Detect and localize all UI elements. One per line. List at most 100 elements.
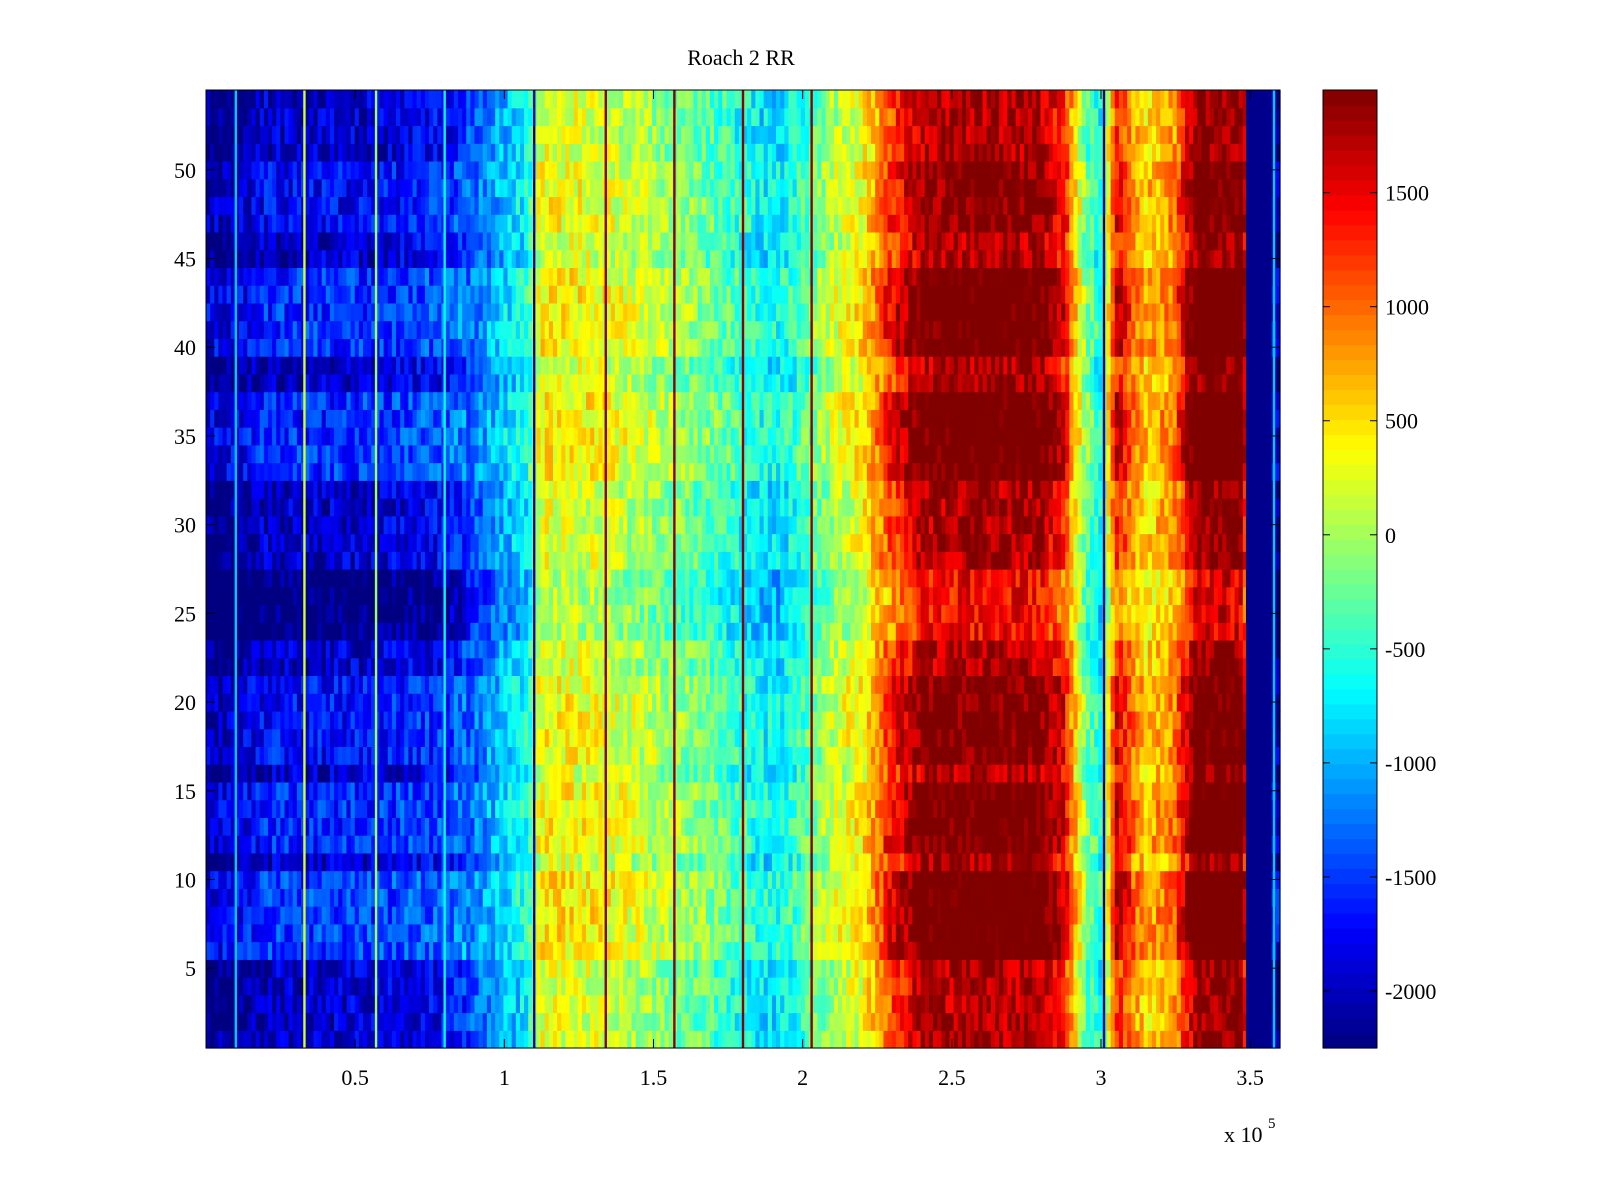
heatmap-cell	[726, 923, 732, 943]
heatmap-cell	[747, 1030, 752, 1049]
heatmap-cell	[259, 1030, 265, 1049]
heatmap-cell	[883, 799, 889, 818]
heatmap-cell	[697, 710, 703, 730]
heatmap-cell	[1164, 817, 1170, 836]
heatmap-cell	[933, 799, 938, 818]
heatmap-cell	[226, 977, 232, 996]
heatmap-cell	[284, 817, 290, 836]
heatmap-cell	[453, 764, 459, 783]
heatmap-cell	[610, 852, 616, 872]
heatmap-cell	[854, 959, 860, 978]
heatmap-cell	[1139, 764, 1145, 783]
heatmap-cell	[1028, 870, 1033, 889]
heatmap-cell	[891, 799, 897, 818]
heatmap-cell	[862, 941, 868, 960]
heatmap-cell	[251, 1030, 257, 1049]
heatmap-cell	[664, 817, 670, 836]
heatmap-cell	[334, 977, 339, 996]
heatmap-cell	[817, 817, 823, 836]
heatmap-cell	[842, 959, 847, 978]
heatmap-cell	[800, 746, 806, 765]
heatmap-cell	[420, 728, 426, 748]
heatmap-cell	[243, 870, 248, 889]
heatmap-cell	[1176, 923, 1182, 943]
heatmap-cell	[457, 835, 463, 854]
heatmap-cell	[1081, 1030, 1087, 1049]
heatmap-cell	[288, 959, 294, 978]
heatmap-cell	[387, 1012, 393, 1031]
heatmap-cell	[1151, 906, 1157, 925]
heatmap-cell	[1147, 941, 1153, 960]
heatmap-cell	[292, 817, 298, 836]
heatmap-cell	[1151, 941, 1157, 960]
heatmap-cell	[1135, 959, 1141, 978]
heatmap-cell	[986, 746, 992, 765]
heatmap-cell	[334, 1012, 339, 1031]
heatmap-cell	[437, 941, 443, 960]
heatmap-cell	[354, 710, 360, 730]
heatmap-cell	[1180, 1030, 1186, 1049]
heatmap-cell	[1213, 923, 1219, 943]
heatmap-cell	[1085, 923, 1091, 943]
heatmap-cell	[309, 852, 314, 872]
heatmap-cell	[1139, 977, 1145, 996]
heatmap-cell	[652, 764, 657, 783]
heatmap-cell	[817, 746, 823, 765]
heatmap-cell	[751, 764, 756, 783]
heatmap-cell	[924, 710, 930, 730]
heatmap-cell	[1007, 710, 1013, 730]
heatmap-cell	[267, 870, 273, 889]
heatmap-cell	[470, 959, 476, 978]
heatmap-cell	[664, 835, 670, 854]
heatmap-cell	[904, 888, 909, 907]
heatmap-cell	[408, 870, 414, 889]
heatmap-cell	[635, 906, 641, 925]
heatmap-cell	[718, 888, 723, 907]
heatmap-cell	[866, 710, 872, 730]
heatmap-cell	[379, 870, 385, 889]
heatmap-cell	[854, 1012, 860, 1031]
heatmap-cell	[1275, 817, 1281, 836]
heatmap-cell	[1048, 923, 1054, 943]
heatmap-cell	[660, 870, 666, 889]
heatmap-cell	[883, 870, 889, 889]
heatmap-cell	[941, 728, 947, 748]
heatmap-cell	[957, 959, 963, 978]
heatmap-cell	[966, 906, 971, 925]
heatmap-cell	[1011, 728, 1017, 748]
heatmap-cell	[1003, 1012, 1008, 1031]
heatmap-cell	[821, 888, 827, 907]
heatmap-cell	[871, 799, 876, 818]
heatmap-cell	[239, 710, 244, 730]
heatmap-cell	[540, 799, 546, 818]
heatmap-cell	[350, 710, 356, 730]
heatmap-cell	[239, 764, 244, 783]
heatmap-cell	[528, 781, 533, 801]
heatmap-cell	[437, 764, 443, 783]
heatmap-cell	[887, 817, 893, 836]
heatmap-cell	[743, 746, 748, 765]
heatmap-cell	[1139, 835, 1145, 854]
heatmap-cell	[1028, 799, 1033, 818]
heatmap-cell	[267, 923, 273, 943]
heatmap-cell	[759, 923, 765, 943]
heatmap-cell	[524, 870, 529, 889]
heatmap-cell	[1061, 728, 1066, 748]
heatmap-cell	[676, 817, 682, 836]
heatmap-cell	[387, 1030, 393, 1049]
heatmap-cell	[507, 888, 513, 907]
heatmap-cell	[747, 977, 752, 996]
heatmap-cell	[1118, 923, 1124, 943]
heatmap-cell	[590, 870, 595, 889]
heatmap-cell	[1052, 781, 1058, 801]
heatmap-cell	[1160, 959, 1165, 978]
heatmap-cell	[210, 799, 215, 818]
heatmap-cell	[833, 941, 839, 960]
heatmap-cell	[276, 888, 281, 907]
heatmap-cell	[957, 746, 963, 765]
heatmap-cell	[474, 835, 480, 854]
heatmap-cell	[309, 959, 314, 978]
heatmap-cell	[606, 728, 612, 748]
heatmap-cell	[1189, 977, 1194, 996]
heatmap-cell	[623, 870, 628, 889]
